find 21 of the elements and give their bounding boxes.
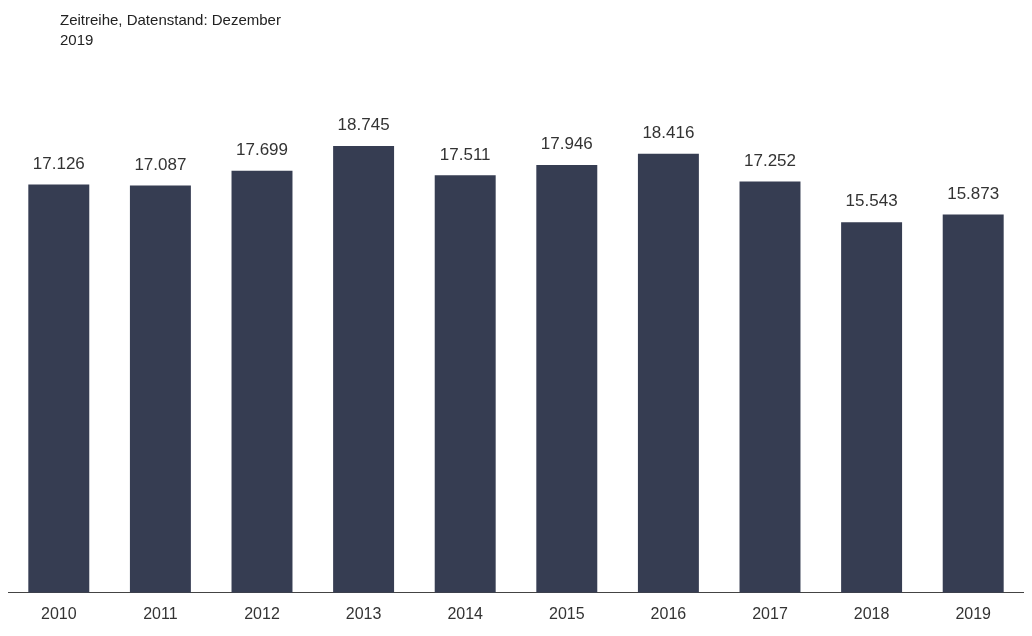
x-tick-label: 2016	[650, 604, 687, 622]
x-tick-label: 2012	[244, 604, 280, 622]
data-label: 17.946	[540, 134, 593, 154]
data-label: 17.126	[32, 153, 85, 173]
data-label: 15.543	[845, 191, 898, 211]
data-label: 18.416	[642, 122, 695, 142]
x-tick-label: 2011	[143, 604, 178, 622]
data-label: 17.511	[439, 144, 491, 164]
x-tick-label: 2010	[41, 604, 77, 622]
x-tick-label: 2015	[549, 604, 585, 622]
x-tick-label: 2017	[752, 604, 788, 622]
data-label: 15.873	[947, 183, 1000, 203]
x-tick-label: 2013	[345, 604, 382, 622]
x-tick-label: 2018	[853, 604, 890, 622]
data-label: 17.087	[134, 154, 187, 174]
x-tick-label: 2014	[447, 604, 484, 622]
chart-title: Zeitreihe, Datenstand: Dezember 2019	[60, 10, 282, 50]
data-label: 18.745	[337, 115, 390, 135]
x-tick-label: 2019	[955, 604, 992, 622]
data-label: 17.699	[236, 140, 288, 160]
data-label: 17.252	[744, 150, 796, 170]
